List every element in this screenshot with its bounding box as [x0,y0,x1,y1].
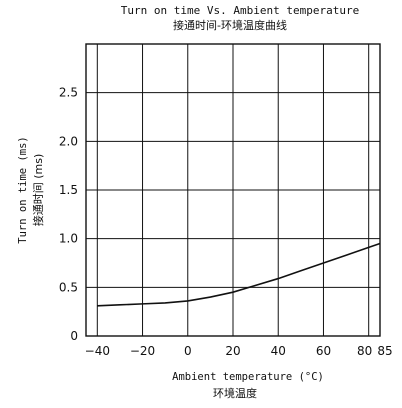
y-axis-label: Turn on time (ms) [17,136,29,243]
x-tick-label: 20 [225,344,240,358]
y-tick-label: 1.5 [59,183,78,197]
x-tick-label: 40 [271,344,286,358]
x-tick-label: 0 [184,344,192,358]
y-tick-label: 2.5 [59,86,78,100]
x-tick-labels: −40 −20 0 20 40 60 80 85 [85,344,393,358]
curve-layer [97,242,381,307]
y-tick-label: 0 [70,329,78,343]
x-tick-label: −20 [130,344,155,358]
chart-title: Turn on time Vs. Ambient temperature [121,4,359,17]
y-tick-label: 0.5 [59,280,78,294]
chart-subtitle: 接通时间-环境温度曲线 [173,18,287,32]
x-tick-label: −40 [85,344,110,358]
x-axis-label-cn: 环境温度 [213,386,257,400]
x-axis-label: Ambient temperature (°C) [172,371,324,383]
y-tick-labels: 0 0.5 1.0 1.5 2.0 2.5 [59,86,78,343]
x-tick-label: 80 [357,344,372,358]
x-tick-label: 60 [316,344,331,358]
y-axis-label-cn: 接通时间 (ms) [32,154,45,227]
y-tick-label: 1.0 [59,232,78,246]
plot-frame [85,43,381,337]
series-line [97,242,381,307]
grid [86,44,381,336]
x-tick-label: 85 [377,344,392,358]
y-tick-label: 2.0 [59,134,78,148]
